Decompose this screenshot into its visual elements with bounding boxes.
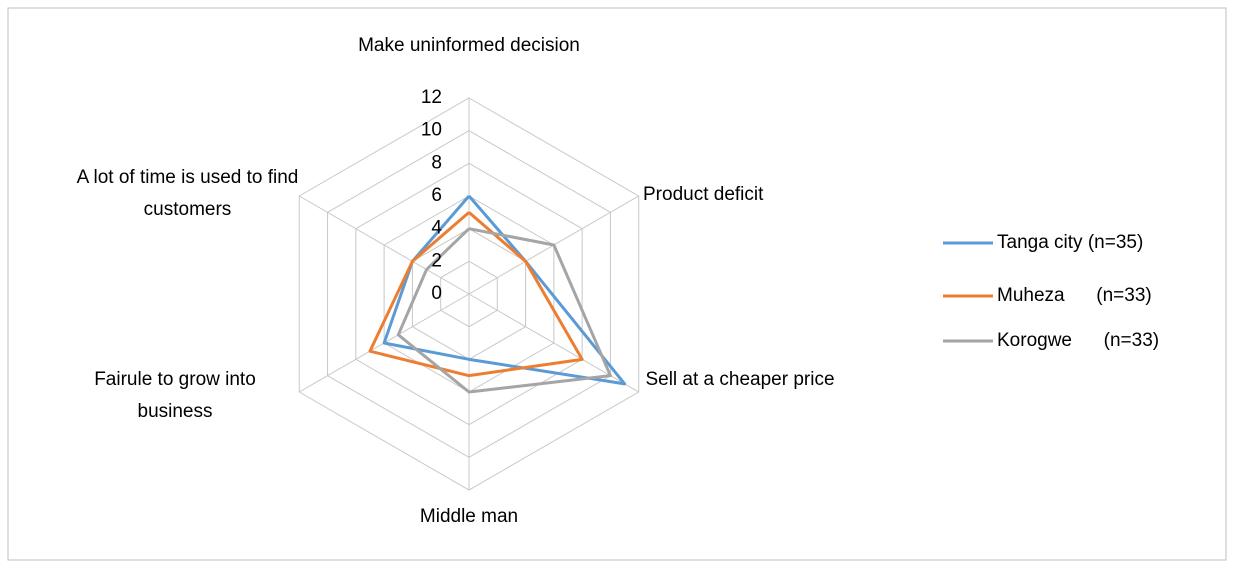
legend-label: Muheza (n=33)	[997, 285, 1152, 306]
category-label: Sell at a cheaper price	[645, 369, 835, 390]
spoke	[299, 195, 470, 295]
series-line	[396, 227, 612, 394]
category-label: Middle man	[419, 506, 519, 527]
category-label: Product deficit	[643, 184, 764, 205]
category-label: Fairule to grow into business	[94, 369, 256, 422]
axis-tick-label: 4	[431, 218, 442, 239]
axis-tick-label: 6	[431, 185, 442, 206]
category-label: A lot of time is used to find customers	[76, 167, 299, 220]
legend-label: Tanga city (n=35)	[997, 232, 1143, 253]
chart-border	[7, 7, 1227, 561]
axis-tick-label: 8	[431, 152, 442, 173]
axis-tick-label: 0	[431, 283, 442, 304]
axis-tick-label: 12	[421, 87, 442, 108]
axis-tick-label: 2	[431, 250, 442, 271]
category-label: Make uninformed decision	[358, 35, 580, 56]
legend-label: Korogwe (n=33)	[997, 330, 1159, 351]
series-line	[368, 211, 584, 378]
axis-tick-label: 10	[421, 120, 442, 141]
